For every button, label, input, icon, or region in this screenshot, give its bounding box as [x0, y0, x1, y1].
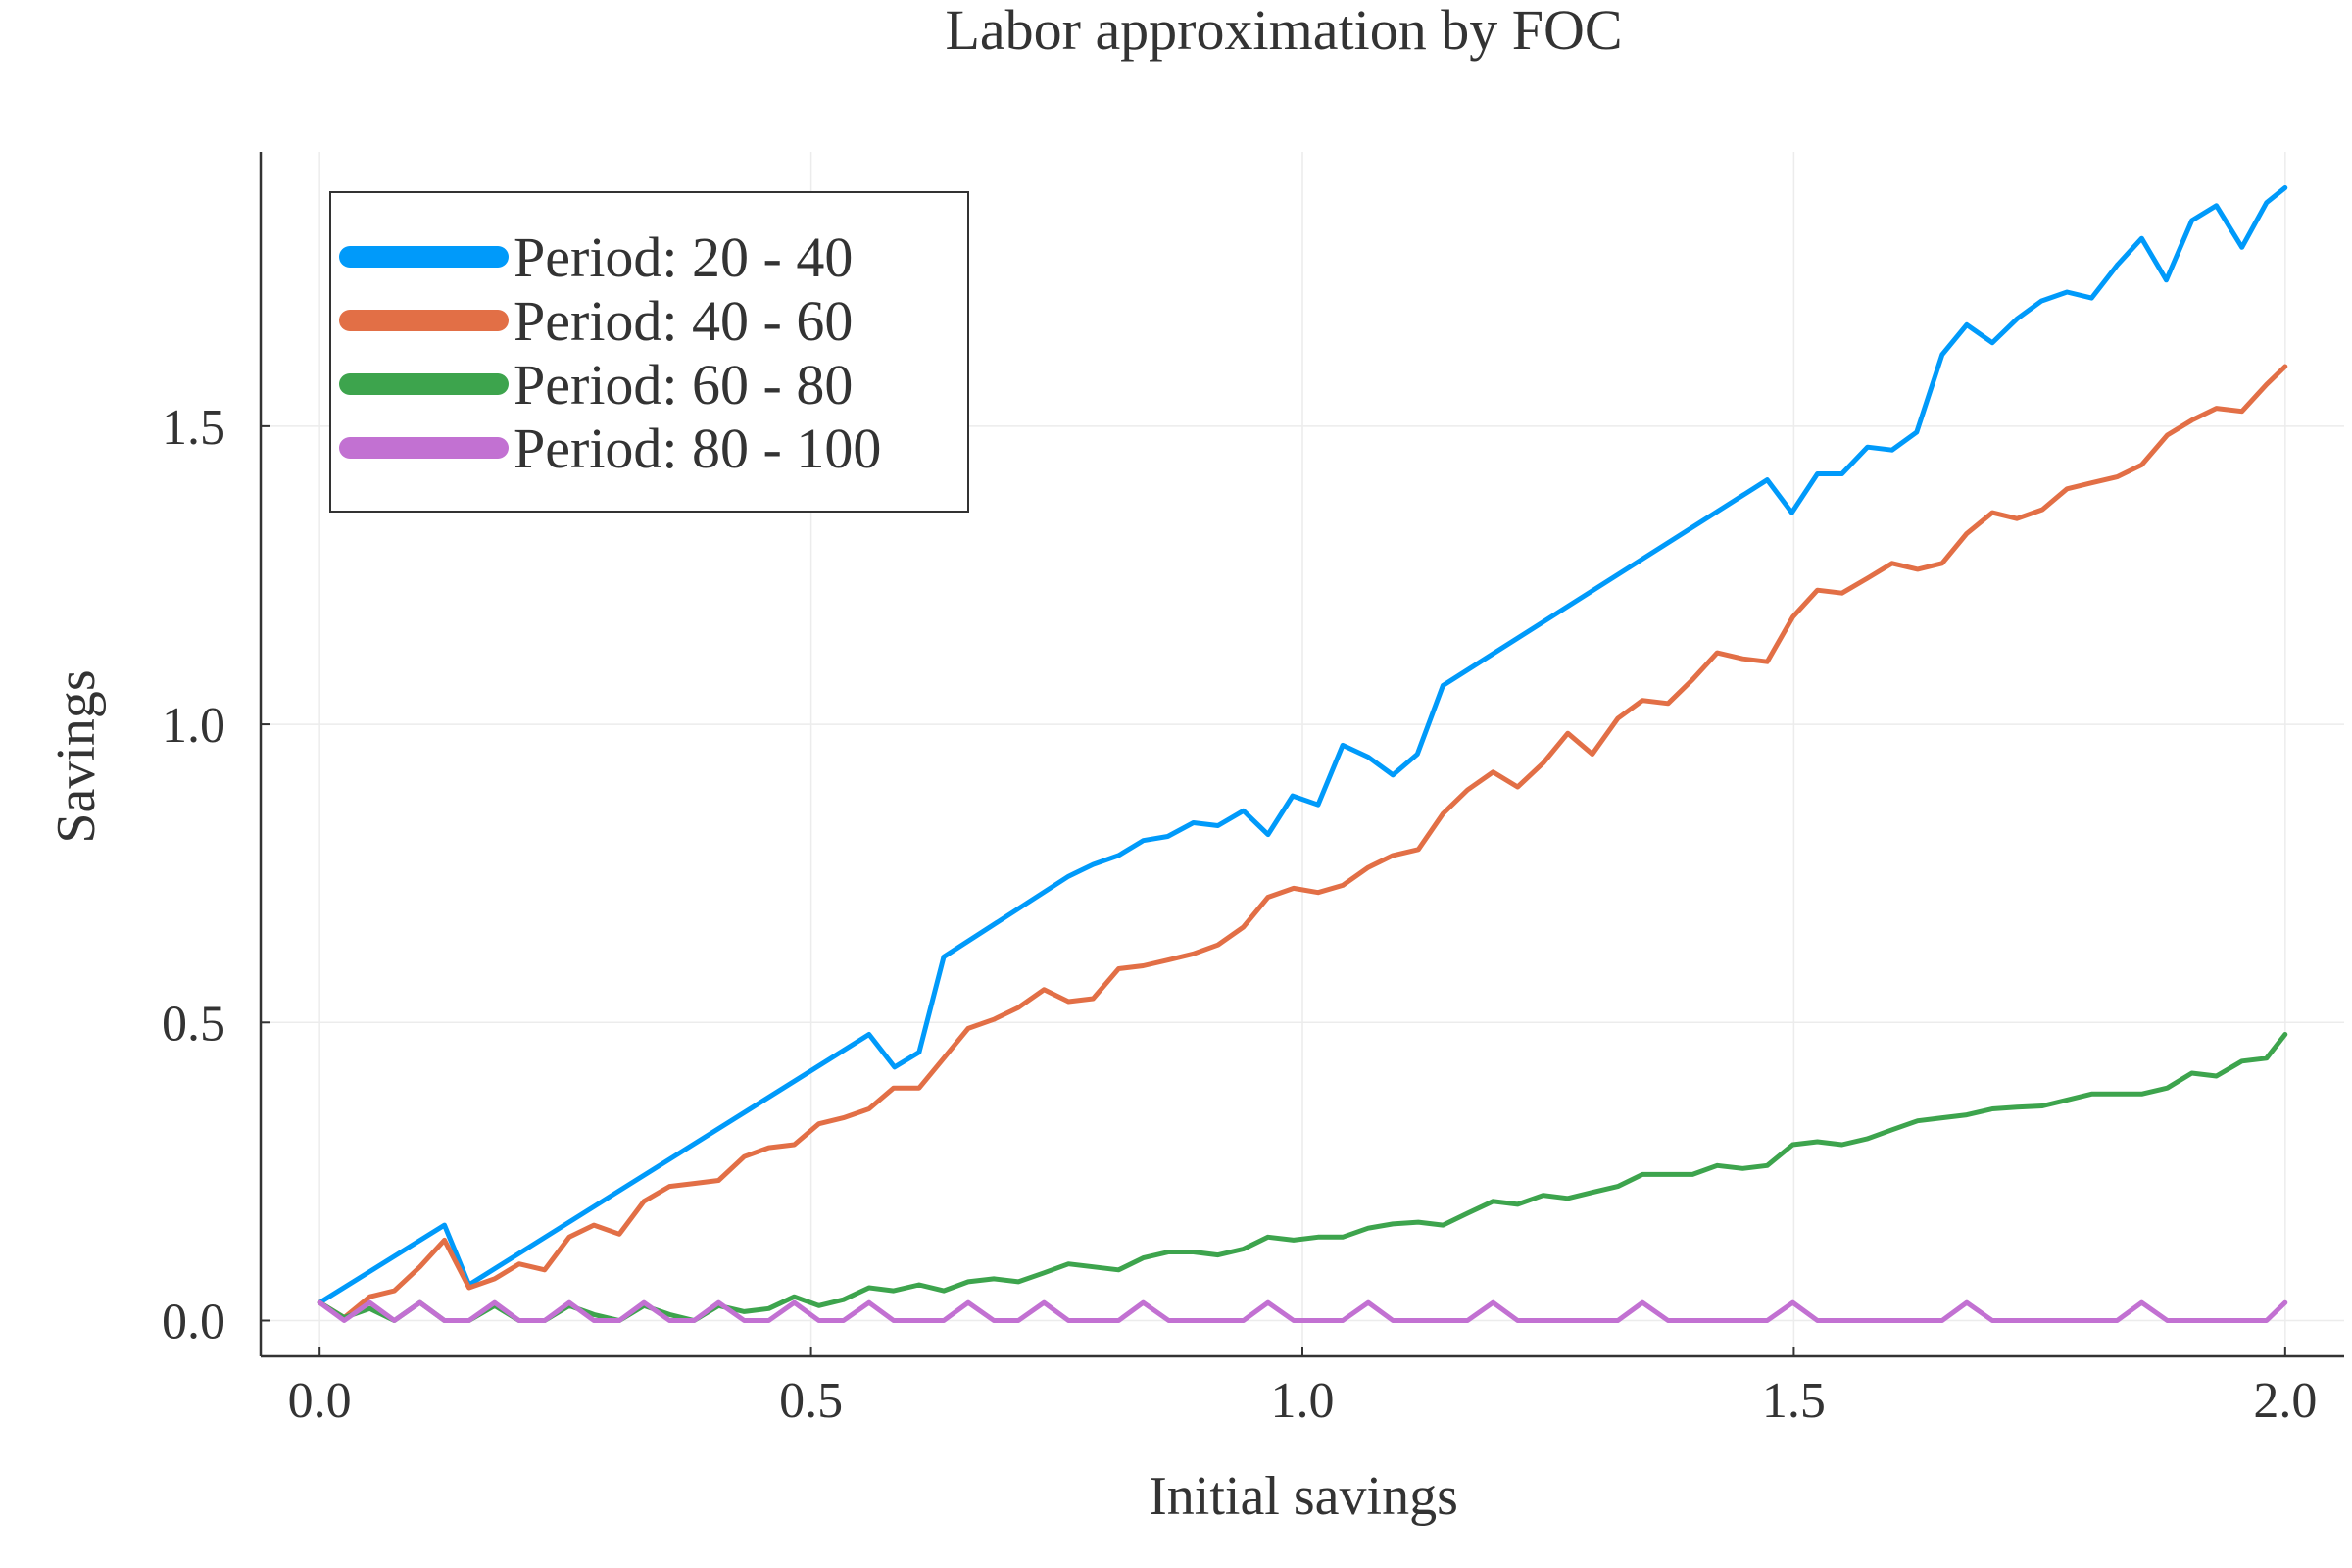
x-tick-label-1: 0.5: [779, 1373, 843, 1429]
series-lines: [317, 185, 2288, 1323]
series-line-4: [317, 1299, 2288, 1323]
legend-label-3: Period: 60 - 80: [514, 353, 853, 416]
y-tick-label-2: 1.0: [162, 698, 225, 754]
y-tick-label-0: 0.0: [162, 1294, 225, 1349]
series-line-2: [317, 364, 2288, 1320]
y-tick-label-3: 1.5: [162, 400, 225, 456]
legend-label-1: Period: 20 - 40: [514, 225, 853, 289]
y-axis-ticks: 0.0 0.5 1.0 1.5: [162, 400, 270, 1349]
legend-label-4: Period: 80 - 100: [514, 416, 881, 480]
x-tick-label-0: 0.0: [288, 1373, 352, 1429]
x-tick-label-4: 2.0: [2253, 1373, 2317, 1429]
y-tick-label-1: 0.5: [162, 996, 225, 1052]
series-line-1: [317, 185, 2288, 1305]
x-axis-title: Initial savings: [1149, 1466, 1458, 1527]
x-axis-ticks: 0.0 0.5 1.0 1.5 2.0: [288, 1347, 2317, 1429]
legend-label-2: Period: 40 - 60: [514, 289, 853, 353]
x-tick-label-2: 1.0: [1271, 1373, 1335, 1429]
chart-title: Labor approximation by FOC: [945, 0, 1622, 62]
y-axis-title: Savings: [46, 669, 107, 843]
x-tick-label-3: 1.5: [1762, 1373, 1826, 1429]
